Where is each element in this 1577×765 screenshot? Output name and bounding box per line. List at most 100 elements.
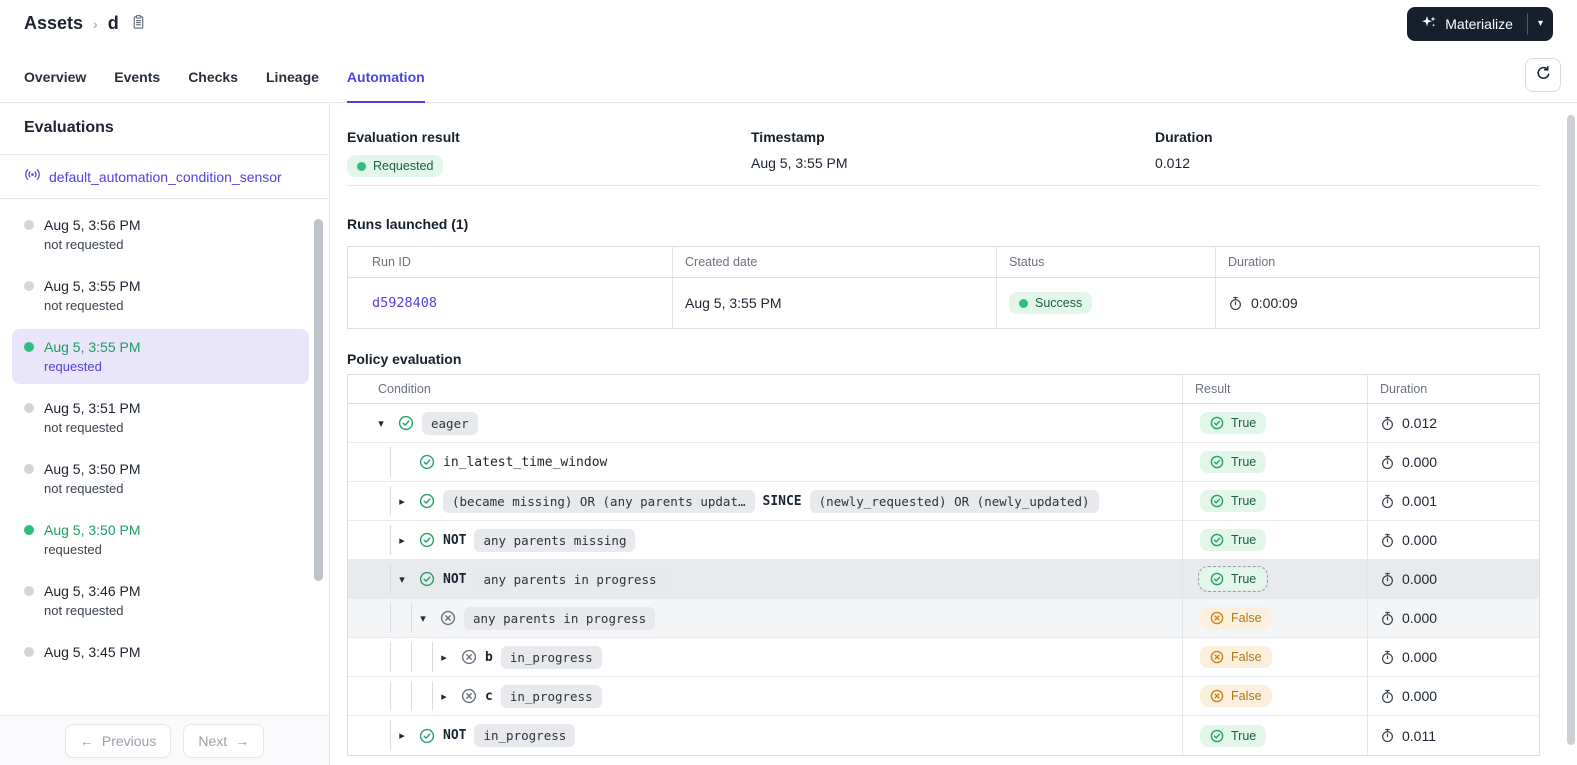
condition-chip: any parents missing [474,528,636,552]
caret-down-icon[interactable]: ▾ [378,417,384,430]
stopwatch-icon [1380,494,1395,509]
check-circle-icon [1210,533,1224,547]
condition-duration: 0.001 [1368,482,1539,520]
tab-events[interactable]: Events [114,69,161,85]
caret-right-icon[interactable]: ▸ [399,534,405,547]
runs-launched-title: Runs launched (1) [347,216,469,232]
evaluation-list: Aug 5, 3:56 PM not requested Aug 5, 3:55 P… [0,199,329,715]
runs-table: Run ID Created date Status Duration d592840… [347,246,1540,329]
policy-evaluation-table: Condition Result Duration ▾ eager True 0.012 i… [347,374,1540,756]
evaluation-list-item[interactable]: Aug 5, 3:45 PM [12,634,309,670]
policy-condition-row[interactable]: ▸ (became missing) OR (any parents updat…… [348,482,1539,521]
condition-duration: 0.000 [1368,677,1539,715]
sidebar-scrollbar-thumb[interactable] [314,219,323,581]
condition-text: in_latest_time_window [443,454,608,470]
result-label: Evaluation result [347,129,460,145]
check-circle-icon [419,728,435,744]
result-true-badge: True [1200,451,1267,473]
copy-asset-name-button[interactable] [129,12,148,35]
evaluation-list-item[interactable]: Aug 5, 3:56 PM not requested [12,207,309,262]
caret-right-icon[interactable]: ▸ [441,651,447,664]
result-true-badge: True [1200,412,1267,434]
caret-right-icon[interactable]: ▸ [441,690,447,703]
condition-chip: (became missing) OR (any parents updat… [443,489,755,513]
condition-duration: 0.000 [1368,599,1539,637]
runs-column-header: Run ID [348,247,673,277]
indent-guide [390,720,391,751]
evaluation-status: not requested [44,603,124,618]
condition-operator: NOT [443,571,467,587]
policy-table-header: Condition Result Duration [348,375,1539,404]
evaluation-time: Aug 5, 3:56 PM [44,217,141,233]
run-id-link[interactable]: d5928408 [372,295,438,311]
policy-condition-row[interactable]: ▸ NOT in_progress True 0.011 [348,716,1539,755]
policy-condition-row[interactable]: ▸ c in_progress False 0.000 [348,677,1539,716]
policy-column-header: Result [1183,375,1368,403]
caret-down-icon[interactable]: ▾ [399,573,405,586]
runs-column-header: Duration [1228,255,1276,269]
materialize-dropdown-button[interactable]: ▾ [1528,7,1553,41]
evaluation-list-item[interactable]: Aug 5, 3:46 PM not requested [12,573,309,628]
policy-column-header: Condition [348,375,1183,403]
policy-condition-row[interactable]: ▸ b in_progress False 0.000 [348,638,1539,677]
evaluation-summary: Evaluation result Requested Timestamp Au… [347,129,1540,177]
condition-duration: 0.000 [1368,443,1539,481]
evaluation-list-item[interactable]: Aug 5, 3:51 PM not requested [12,390,309,445]
x-circle-icon [1210,611,1224,625]
evaluation-time: Aug 5, 3:50 PM [44,522,141,538]
tab-automation[interactable]: Automation [346,59,425,103]
result-true-badge: True [1200,529,1267,551]
check-circle-icon [419,493,435,509]
requested-badge: Requested [347,155,444,177]
evaluation-status: not requested [44,481,124,496]
x-circle-icon [461,688,477,704]
main-scrollbar-thumb[interactable] [1567,115,1575,745]
tab-overview[interactable]: Overview [24,69,87,85]
policy-evaluation-title: Policy evaluation [347,351,462,367]
refresh-button[interactable] [1525,58,1561,92]
condition-duration: 0.012 [1368,404,1539,442]
policy-condition-row[interactable]: ▾ any parents in progress False 0.000 [348,599,1539,638]
indent-guide [390,642,391,672]
check-circle-icon [419,532,435,548]
evaluation-list-item[interactable]: Aug 5, 3:50 PM not requested [12,451,309,506]
check-circle-icon [1210,572,1224,586]
check-circle-icon [1210,494,1224,508]
tab-lineage[interactable]: Lineage [266,69,319,85]
duration-label: Duration [1155,129,1213,145]
evaluation-list-item[interactable]: Aug 5, 3:50 PM requested [12,512,309,567]
arrow-left-icon: ← [79,732,94,749]
policy-condition-row[interactable]: ▾ eager True 0.012 [348,404,1539,443]
run-row: d5928408 Aug 5, 3:55 PM Success 0:00:09 [348,278,1539,328]
result-false-badge: False [1200,685,1272,707]
condition-duration: 0.000 [1368,638,1539,676]
evaluation-status: requested [44,359,102,374]
caret-right-icon[interactable]: ▸ [399,730,405,742]
sensor-link[interactable]: default_automation_condition_sensor [49,168,282,185]
button-divider [1526,12,1528,35]
condition-duration: 0.000 [1368,521,1539,559]
breadcrumb-assets-link[interactable]: Assets [24,13,84,33]
policy-condition-row[interactable]: in_latest_time_window True 0.000 [348,443,1539,482]
policy-condition-row[interactable]: ▾ NOT any parents in progress True 0.000 [348,560,1539,599]
next-button[interactable]: Next → [183,723,265,758]
previous-button[interactable]: ← Previous [64,723,172,758]
policy-condition-row[interactable]: ▸ NOT any parents missing True 0.000 [348,521,1539,560]
status-dot-icon [24,281,34,291]
condition-operator: NOT [443,532,467,548]
evaluation-list-item[interactable]: Aug 5, 3:55 PM not requested [12,268,309,323]
materialize-button[interactable]: Materialize [1407,7,1527,41]
caret-right-icon[interactable]: ▸ [399,495,405,508]
sensor-icon [24,167,41,187]
materialize-label: Materialize [1445,15,1513,32]
runs-table-body: d5928408 Aug 5, 3:55 PM Success 0:00:09 [348,278,1539,328]
x-circle-icon [440,610,456,626]
evaluation-list-item[interactable]: Aug 5, 3:55 PM requested [12,329,309,384]
divider [347,185,1540,186]
indent-guide [390,525,391,555]
caret-down-icon[interactable]: ▾ [420,612,426,625]
indent-guide [390,681,391,711]
runs-table-header: Run ID Created date Status Duration [348,247,1539,278]
tab-checks[interactable]: Checks [188,69,238,85]
refresh-icon [1535,65,1552,85]
